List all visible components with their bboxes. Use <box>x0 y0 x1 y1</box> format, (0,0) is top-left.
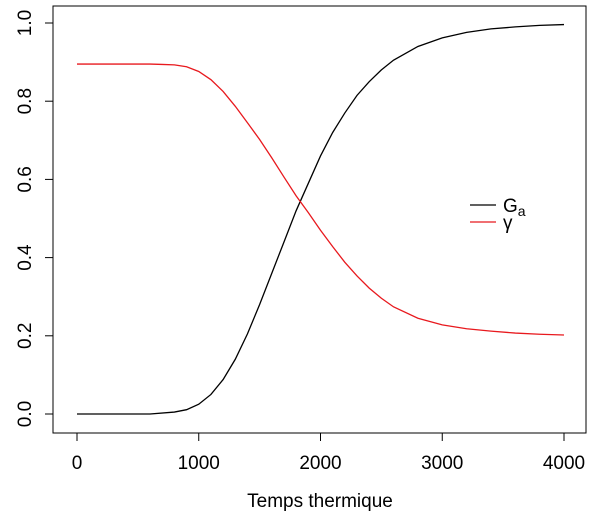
legend-label: γ <box>503 213 513 234</box>
x-axis-label: Temps thermique <box>247 491 393 512</box>
legend-item: γ <box>470 213 513 234</box>
x-tick-label: 0 <box>72 453 83 474</box>
y-tick-label: 1.0 <box>15 10 36 36</box>
series-line <box>77 63 565 336</box>
y-tick-label: 0.0 <box>15 401 36 427</box>
y-tick-label: 0.6 <box>15 166 36 192</box>
x-tick-label: 4000 <box>543 453 585 474</box>
legend-label-subscript: a <box>518 203 526 219</box>
y-axis: 0.0 0.2 0.4 0.6 0.8 1.0 <box>15 10 54 427</box>
legend: Gaγ <box>470 196 526 234</box>
series-line <box>77 23 565 415</box>
x-tick-label: 2000 <box>299 453 341 474</box>
y-tick-label: 0.4 <box>15 244 36 271</box>
x-tick-label: 1000 <box>178 453 220 474</box>
legend-item: Ga <box>470 196 526 219</box>
series-layer <box>77 23 565 415</box>
y-tick-label: 0.8 <box>15 88 36 114</box>
y-tick-label: 0.2 <box>15 323 36 349</box>
x-tick-label: 3000 <box>421 453 463 474</box>
x-axis: 0 1000 2000 3000 4000 <box>72 432 585 474</box>
